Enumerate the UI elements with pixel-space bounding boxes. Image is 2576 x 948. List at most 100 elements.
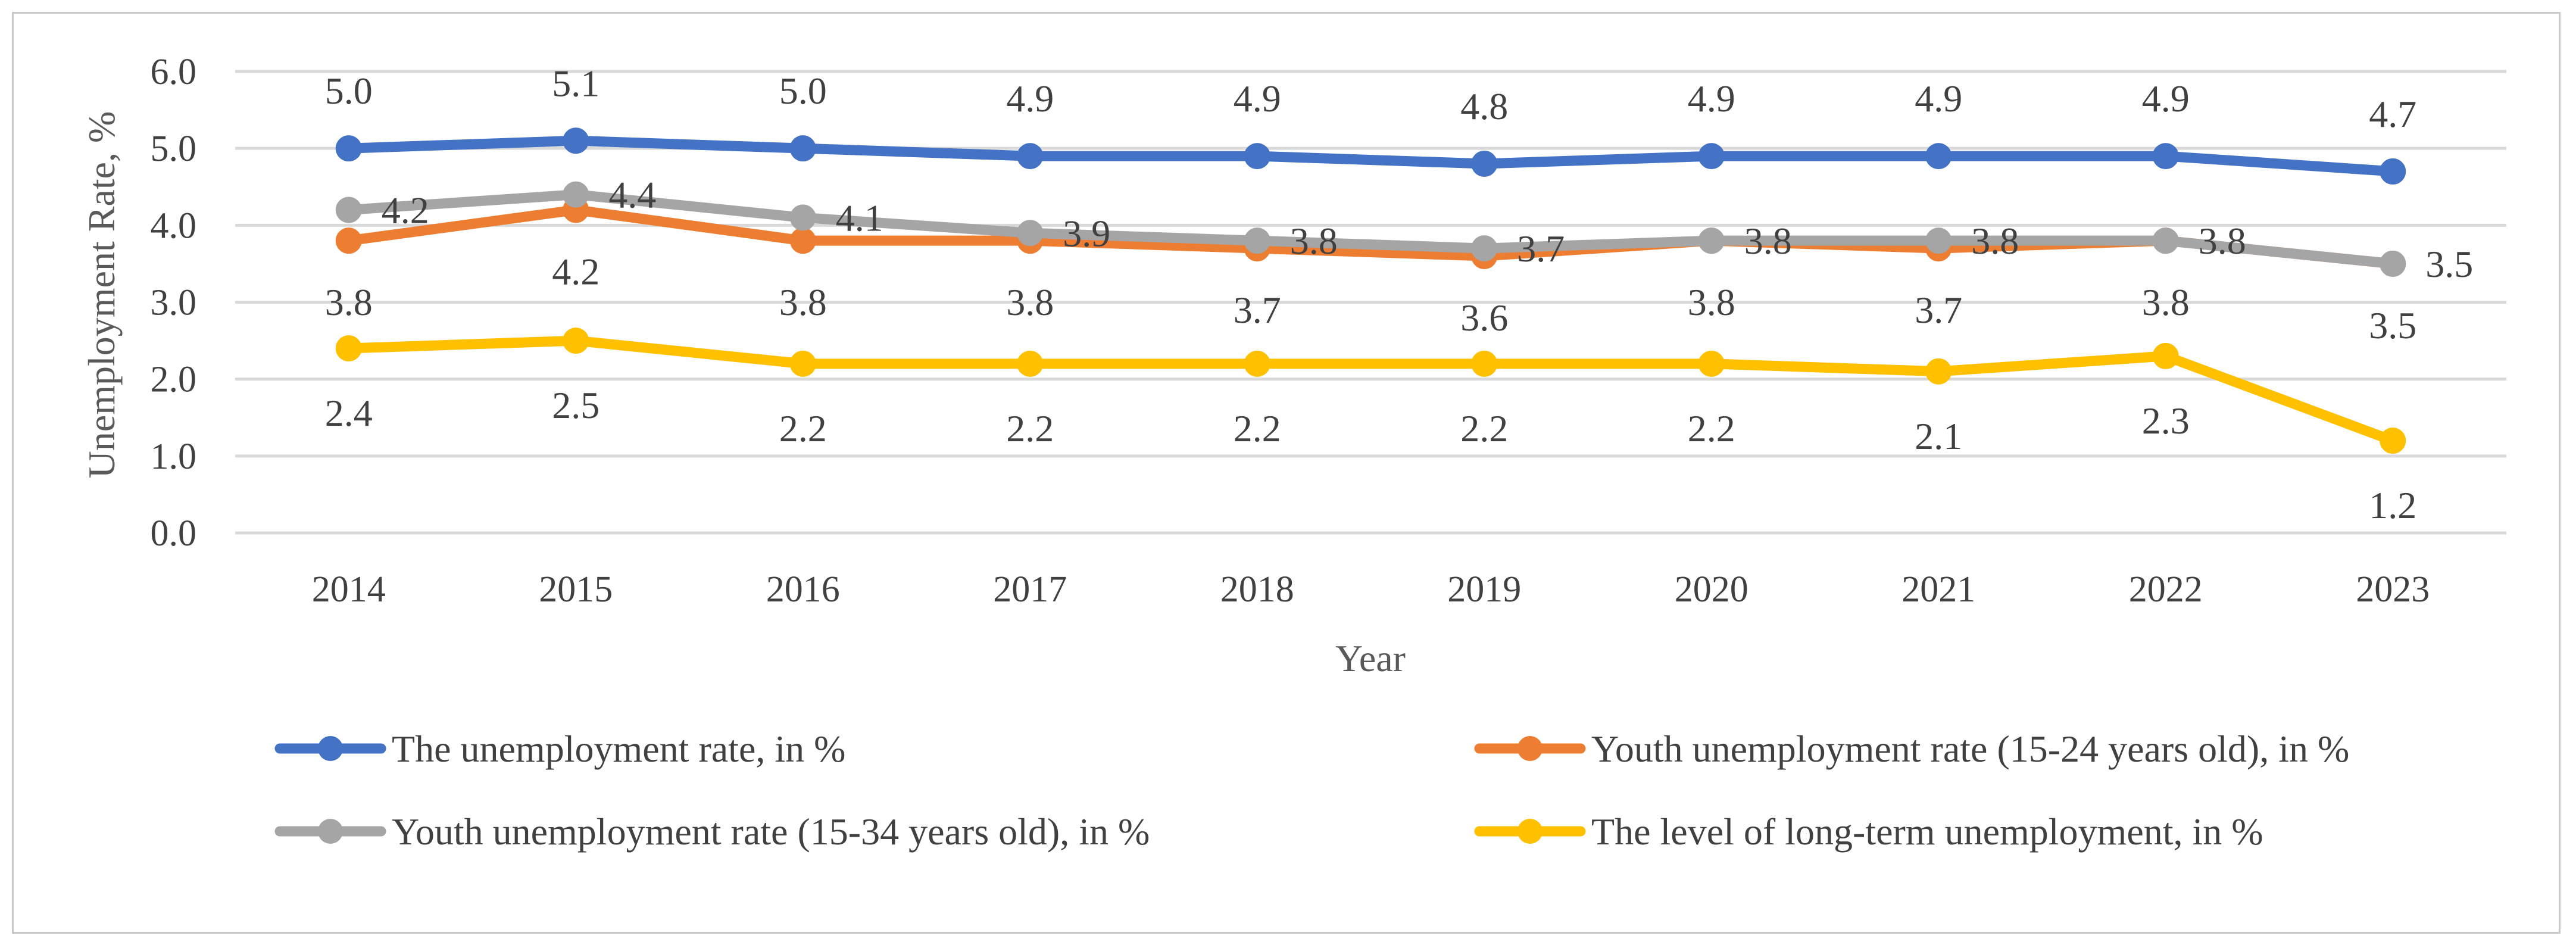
x-tick-label: 2020 [1675, 569, 1748, 610]
data-point [335, 135, 362, 162]
data-label: 5.1 [552, 62, 599, 104]
legend: The unemployment rate, in % Youth unemplo… [274, 728, 2349, 853]
data-label: 3.8 [1290, 220, 1338, 262]
data-label: 2.3 [2142, 400, 2190, 442]
x-axis-ticks: 2014 2015 2016 2017 2018 2019 2020 2021 2022 2023 [312, 569, 2430, 610]
data-point [563, 328, 589, 354]
data-point [335, 227, 362, 254]
x-tick-label: 2017 [993, 569, 1067, 610]
data-label: 3.7 [1915, 289, 1962, 331]
data-label: 3.7 [1234, 289, 1281, 331]
chart-frame [12, 12, 2561, 934]
data-point [1925, 143, 1952, 170]
data-label: 3.8 [1688, 281, 1735, 323]
y-tick-label: 4.0 [151, 205, 197, 246]
data-point [1925, 227, 1952, 254]
data-point [2380, 158, 2406, 185]
series-line [344, 189, 2398, 269]
data-label: 3.9 [1063, 212, 1110, 254]
data-label: 3.8 [1971, 220, 2019, 262]
legend-label: The level of long-term unemployment, in … [1591, 810, 2263, 853]
data-point [1017, 220, 1044, 247]
data-point [789, 204, 816, 231]
data-point [1244, 143, 1270, 170]
data-point [1471, 235, 1498, 262]
series-line [344, 135, 2398, 177]
y-axis-title: Unemployment Rate, % [80, 111, 123, 479]
data-point [563, 181, 589, 208]
legend-swatch-marker [1518, 819, 1543, 844]
data-label: 4.2 [382, 189, 429, 232]
data-point [335, 197, 362, 223]
legend-swatch-marker [318, 736, 343, 761]
data-point [789, 350, 816, 377]
data-label: 4.9 [2142, 77, 2190, 120]
data-point [789, 227, 816, 254]
data-label: 3.5 [2425, 243, 2473, 285]
legend-label: Youth unemployment rate (15-24 years old… [1591, 728, 2349, 770]
data-label: 5.0 [325, 70, 373, 112]
legend-label: Youth unemployment rate (15-34 years old… [392, 810, 1150, 853]
data-point [1471, 151, 1498, 177]
data-point [789, 135, 816, 162]
data-label: 4.9 [1234, 77, 1281, 120]
data-label: 3.8 [2142, 281, 2190, 323]
data-label: 2.5 [552, 384, 599, 426]
data-point [1017, 350, 1044, 377]
data-point [2152, 143, 2179, 170]
data-label: 3.6 [1460, 297, 1508, 339]
data-label: 4.4 [608, 174, 656, 216]
data-label: 4.1 [836, 197, 883, 239]
data-label: 2.2 [1460, 407, 1508, 450]
data-label: 4.9 [1915, 77, 1962, 120]
y-tick-label: 5.0 [151, 129, 197, 169]
data-label: 5.0 [779, 70, 827, 112]
x-tick-label: 2019 [1447, 569, 1521, 610]
data-label: 4.2 [552, 251, 599, 293]
data-label: 3.8 [2199, 220, 2246, 262]
data-point [1925, 358, 1952, 385]
data-point [1244, 227, 1270, 254]
data-point [335, 335, 362, 361]
y-tick-label: 0.0 [151, 513, 197, 554]
y-tick-label: 1.0 [151, 436, 197, 477]
data-point [1698, 227, 1725, 254]
x-tick-label: 2022 [2129, 569, 2203, 610]
data-label: 4.9 [1688, 77, 1735, 120]
data-label: 2.4 [325, 392, 373, 434]
x-tick-label: 2018 [1220, 569, 1294, 610]
data-label: 2.1 [1915, 415, 1962, 457]
data-label: 2.2 [1234, 407, 1281, 450]
data-point [1244, 350, 1270, 377]
legend-swatch-marker [318, 819, 343, 844]
y-tick-label: 3.0 [151, 283, 197, 323]
y-tick-label: 2.0 [151, 360, 197, 400]
data-label: 3.8 [1006, 281, 1054, 323]
data-label: 3.8 [1744, 220, 1792, 262]
series-line [344, 335, 2398, 446]
data-point [1017, 143, 1044, 170]
data-label: 4.8 [1460, 85, 1508, 127]
y-tick-label: 6.0 [151, 52, 197, 92]
data-point [2380, 428, 2406, 454]
data-label: 3.8 [325, 281, 373, 323]
x-tick-label: 2021 [1901, 569, 1975, 610]
data-labels: 5.0 5.1 5.0 4.9 4.9 4.8 4.9 4.9 4.9 4.73.84.23.8 3… [325, 62, 2474, 526]
x-tick-label: 2016 [766, 569, 840, 610]
data-point [563, 127, 589, 154]
x-tick-label: 2014 [312, 569, 386, 610]
x-axis-title: Year [1335, 637, 1406, 679]
data-point [2152, 342, 2179, 369]
y-axis-ticks: 0.0 1.0 2.0 3.0 4.0 5.0 6.0 [151, 52, 197, 554]
data-point [2380, 250, 2406, 277]
x-tick-label: 2023 [2356, 569, 2430, 610]
gridlines [235, 70, 2506, 535]
x-tick-label: 2015 [539, 569, 613, 610]
data-label: 3.7 [1517, 227, 1565, 270]
data-point [1698, 350, 1725, 377]
legend-label: The unemployment rate, in % [392, 728, 845, 770]
data-point [1698, 143, 1725, 170]
data-label: 2.2 [779, 407, 827, 450]
data-label: 4.9 [1006, 77, 1054, 120]
